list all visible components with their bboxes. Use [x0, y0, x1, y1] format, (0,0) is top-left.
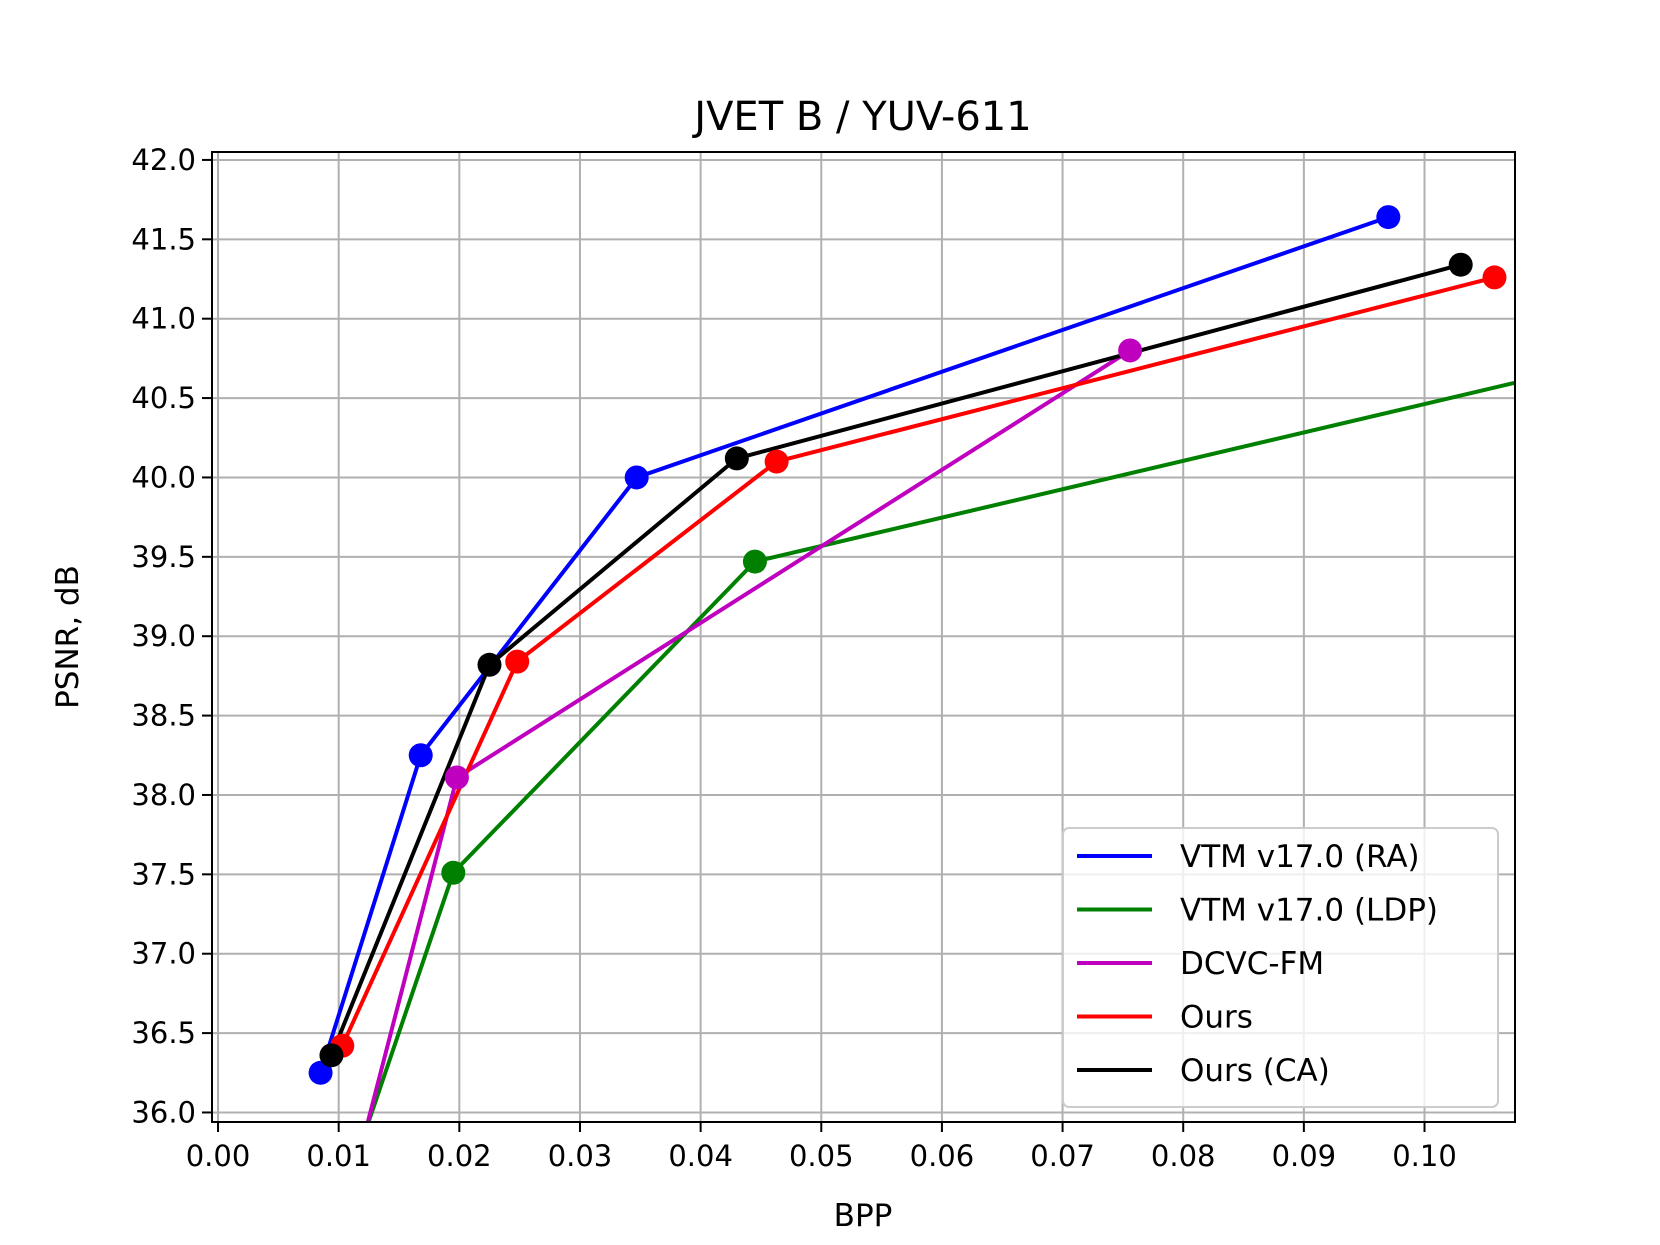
y-tick-label: 41.5	[131, 222, 196, 256]
y-tick-label: 36.5	[131, 1016, 196, 1050]
data-point	[1376, 205, 1401, 230]
data-point	[505, 649, 530, 674]
x-tick-label: 0.04	[668, 1139, 733, 1173]
series-line	[366, 380, 1515, 1122]
y-tick-label: 37.5	[131, 857, 196, 891]
x-tick-label: 0.10	[1392, 1139, 1457, 1173]
y-tick-label: 37.0	[131, 937, 196, 971]
legend-box	[1062, 827, 1499, 1108]
data-point	[308, 1060, 333, 1085]
data-point	[408, 743, 433, 768]
data-point	[624, 465, 649, 490]
x-tick-label: 0.06	[910, 1139, 975, 1173]
plot-frame	[211, 151, 1516, 1123]
y-tick-label: 41.0	[131, 302, 196, 336]
y-tick-label: 36.0	[131, 1095, 196, 1129]
marker-layer	[308, 205, 1507, 1085]
legend-label: Ours	[1180, 1000, 1253, 1036]
data-point	[444, 765, 469, 790]
y-tick-label: 38.0	[131, 778, 196, 812]
y-tick-label: 39.5	[131, 540, 196, 574]
y-axis-ticks: 36.0 36.5 37.0 37.5 38.0 38.5 39.0 39.5 40.0 40.5…	[131, 143, 212, 1129]
y-tick-label: 39.0	[131, 619, 196, 653]
data-point	[477, 652, 502, 677]
legend: VTM v17.0 (RA) VTM v17.0 (LDP) DCVC-FM Ours…	[1062, 827, 1499, 1108]
data-point	[1482, 265, 1507, 290]
data-point	[319, 1043, 344, 1068]
y-tick-label: 40.0	[131, 460, 196, 494]
y-tick-label: 40.5	[131, 381, 196, 415]
y-axis-label: PSNR, dB	[50, 565, 86, 709]
x-axis-label: BPP	[834, 1198, 893, 1234]
x-tick-label: 0.09	[1272, 1139, 1337, 1173]
x-tick-label: 0.00	[186, 1139, 251, 1173]
series-line	[329, 262, 1462, 1057]
x-tick-label: 0.02	[427, 1139, 492, 1173]
series-line	[340, 275, 1495, 1047]
y-tick-label: 38.5	[131, 699, 196, 733]
chart-title: JVET B / YUV-611	[691, 94, 1031, 140]
x-tick-label: 0.01	[306, 1139, 371, 1173]
legend-label: Ours (CA)	[1180, 1053, 1330, 1089]
legend-label: DCVC-FM	[1180, 946, 1324, 982]
data-point	[1448, 252, 1473, 277]
data-point	[764, 449, 789, 474]
x-tick-label: 0.08	[1151, 1139, 1216, 1173]
data-point	[724, 446, 749, 471]
legend-label: VTM v17.0 (RA)	[1180, 839, 1420, 875]
series-line	[318, 215, 1389, 1074]
y-tick-label: 42.0	[131, 143, 196, 177]
legend-label: VTM v17.0 (LDP)	[1180, 893, 1438, 929]
data-point	[441, 860, 466, 885]
x-tick-label: 0.03	[548, 1139, 613, 1173]
data-point	[742, 549, 767, 574]
x-tick-label: 0.07	[1030, 1139, 1095, 1173]
data-point	[1118, 338, 1143, 363]
x-axis-ticks: 0.00 0.01 0.02 0.03 0.04 0.05 0.06 0.07 0.08 0.09…	[186, 1122, 1457, 1173]
x-tick-label: 0.05	[789, 1139, 854, 1173]
